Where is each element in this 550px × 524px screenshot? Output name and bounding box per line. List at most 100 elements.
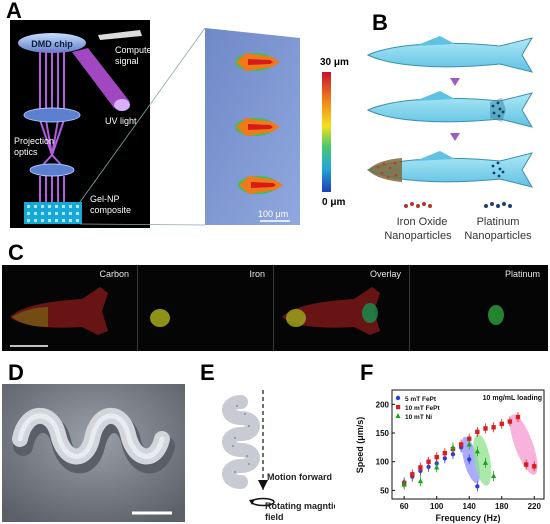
iron-oxide-text-1: Iron Oxide xyxy=(397,216,448,228)
data-point xyxy=(417,478,424,484)
highlight-region xyxy=(509,414,538,475)
gel-np-dots xyxy=(27,205,79,222)
data-point xyxy=(475,429,480,435)
platinum-text-1: Platinum xyxy=(477,216,520,228)
data-point xyxy=(442,456,448,461)
panel-label-d: D xyxy=(8,360,24,385)
uv-beam xyxy=(72,48,130,108)
channel-label: Platinum xyxy=(504,269,540,279)
y-tick-label: 50 xyxy=(380,486,389,495)
colorbar-max-text: 30 μm xyxy=(320,57,349,68)
data-point xyxy=(467,457,472,462)
legend-text-5mt-fept: 5 mT FePt xyxy=(405,396,437,403)
x-tick-label: 220 xyxy=(528,502,542,511)
channel-carbon: Carbon xyxy=(2,265,138,351)
data-point xyxy=(532,464,537,469)
projection-optics-text-2: optics xyxy=(14,147,38,157)
data-series xyxy=(401,411,537,492)
data-point xyxy=(434,454,439,460)
data-point xyxy=(515,414,521,420)
zoom-line-top xyxy=(79,27,206,203)
lens-bottom-icon xyxy=(29,163,75,177)
iron-oxide-text-2: Nanoparticles xyxy=(384,230,452,242)
lens-top-icon xyxy=(23,107,81,123)
height-map-fish xyxy=(235,53,283,194)
colorbar-min-text: 0 μm xyxy=(322,197,345,208)
arrow-down-2-icon xyxy=(450,133,460,141)
panel-e-diagram: Motion forward Rotating magntic field xyxy=(222,390,335,522)
fish-1 xyxy=(366,36,534,73)
channel-label: Overlay xyxy=(369,269,401,279)
loading-annotation: 10 mg/mL loading xyxy=(483,395,542,402)
channel-label: Carbon xyxy=(99,269,129,279)
panel-f-chart: 60 100 140 180 220 50 100 150 200 Frequency (Hz… xyxy=(355,389,545,523)
motion-forward-text: Motion forward xyxy=(267,472,332,482)
uv-source-icon xyxy=(114,99,130,111)
carbon-fish-image xyxy=(10,287,108,347)
gel-np-text-2: composite xyxy=(90,205,131,215)
panel-label-b: B xyxy=(372,10,388,35)
data-point xyxy=(426,464,431,470)
fish-2 xyxy=(366,91,534,128)
panel-label-a: A xyxy=(6,0,22,23)
data-point xyxy=(475,484,480,489)
data-point xyxy=(483,426,488,431)
x-tick-label: 180 xyxy=(495,502,509,511)
channel-platinum: Platinum xyxy=(410,265,548,351)
panel-b-diagram: Iron Oxide Nanoparticles Platinum Nanopa… xyxy=(366,36,534,242)
x-tick-label: 140 xyxy=(463,502,477,511)
data-point xyxy=(499,421,504,427)
platinum-text-2: Nanoparticles xyxy=(464,230,532,242)
data-point xyxy=(491,425,496,430)
data-point xyxy=(466,441,472,447)
rotating-field-text-1: Rotating magntic xyxy=(265,501,335,511)
rotation-arrow-icon xyxy=(249,499,255,505)
projection-optics-text-1: Projection xyxy=(14,136,54,146)
data-point xyxy=(491,473,497,479)
y-tick-label: 150 xyxy=(376,429,390,438)
gel-np-grid xyxy=(24,202,82,224)
channel-label: Iron xyxy=(249,269,265,279)
x-axis-ticks: 60 100 140 180 220 xyxy=(400,496,542,511)
dmd-chip-icon xyxy=(18,33,86,53)
legend-marker-5mt-fept xyxy=(395,395,401,401)
panel-a-diagram: DMD chip Computer signal UV light Projec… xyxy=(10,20,349,228)
y-tick-label: 200 xyxy=(376,400,390,409)
legend-marker-10mt-fept xyxy=(396,405,401,410)
data-point xyxy=(474,448,480,454)
computer-signal-text-1: Computer xyxy=(115,45,155,55)
overlay-image xyxy=(282,287,380,335)
y-tick-label: 100 xyxy=(376,458,390,467)
zoom-line-bottom xyxy=(79,223,206,226)
data-point xyxy=(442,450,448,456)
panel-label-c: C xyxy=(8,240,24,265)
data-point xyxy=(450,444,456,450)
rotating-field-text-2: field xyxy=(265,512,284,522)
data-point xyxy=(434,464,440,470)
legend-text-10mt-fept: 10 mT FePt xyxy=(405,405,441,412)
gel-np-text-1: Gel-NP xyxy=(90,194,120,204)
iron-oxide-dots-icon xyxy=(404,202,432,208)
projection-beams xyxy=(39,50,65,202)
computer-signal-icon xyxy=(98,30,142,40)
panel-label-f: F xyxy=(360,360,374,385)
helix-particles xyxy=(232,405,250,473)
panel-label-e: E xyxy=(200,360,215,385)
legend: 5 mT FePt 10 mT FePt 10 mT Ni xyxy=(395,395,441,421)
x-tick-label: 100 xyxy=(430,502,444,511)
channel-overlay: Overlay xyxy=(274,265,410,351)
panel-d-sem-image xyxy=(2,384,185,522)
data-point xyxy=(410,472,415,477)
uv-light-text: UV light xyxy=(105,116,137,126)
data-point xyxy=(482,460,489,465)
legend-text-10mt-ni: 10 mT Ni xyxy=(405,414,432,421)
platinum-image xyxy=(488,305,504,325)
arrow-down-1-icon xyxy=(450,78,460,86)
legend-marker-10mt-ni xyxy=(395,413,401,418)
iron-image xyxy=(150,309,170,327)
data-point xyxy=(507,419,513,424)
platinum-dots-icon xyxy=(484,202,512,208)
x-tick-label: 60 xyxy=(400,502,409,511)
data-point xyxy=(450,452,456,457)
scale-bar-a-text: 100 μm xyxy=(258,209,288,219)
